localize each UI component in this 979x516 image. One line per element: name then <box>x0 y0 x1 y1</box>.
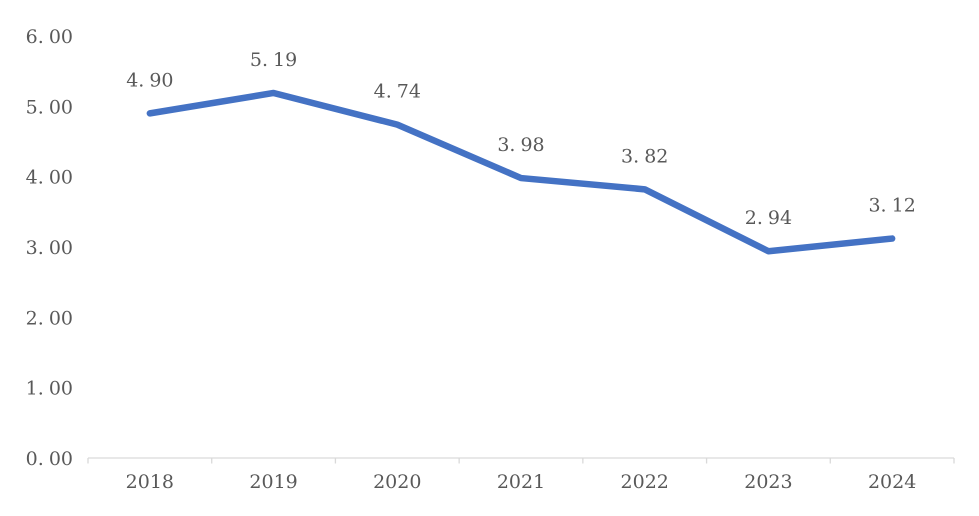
point-data-label: 5. 19 <box>250 49 297 71</box>
x-axis-tick-label: 2024 <box>868 471 916 493</box>
point-data-label: 3. 82 <box>621 145 668 167</box>
point-data-label: 3. 12 <box>868 195 915 217</box>
y-axis-tick-label: 5. 00 <box>26 96 73 118</box>
x-axis-tick-label: 2023 <box>744 471 792 493</box>
x-axis-tick-label: 2019 <box>249 471 297 493</box>
y-axis-tick-label: 2. 00 <box>26 307 73 329</box>
point-data-label: 2. 94 <box>745 207 792 229</box>
y-axis-tick-label: 1. 00 <box>26 378 73 400</box>
x-axis-tick-label: 2022 <box>621 471 669 493</box>
point-data-label: 4. 90 <box>126 69 173 91</box>
y-axis-tick-label: 4. 00 <box>26 167 73 189</box>
point-data-label: 4. 74 <box>374 81 421 103</box>
y-axis-tick-label: 3. 00 <box>26 237 73 259</box>
x-axis-tick-label: 2020 <box>373 471 421 493</box>
y-axis-tick-label: 0. 00 <box>26 448 73 470</box>
point-data-label: 3. 98 <box>497 134 544 156</box>
y-axis-tick-label: 6. 00 <box>26 26 73 48</box>
x-axis-tick-label: 2021 <box>497 471 545 493</box>
series-line <box>146 89 896 255</box>
x-axis-tick-label: 2018 <box>126 471 174 493</box>
